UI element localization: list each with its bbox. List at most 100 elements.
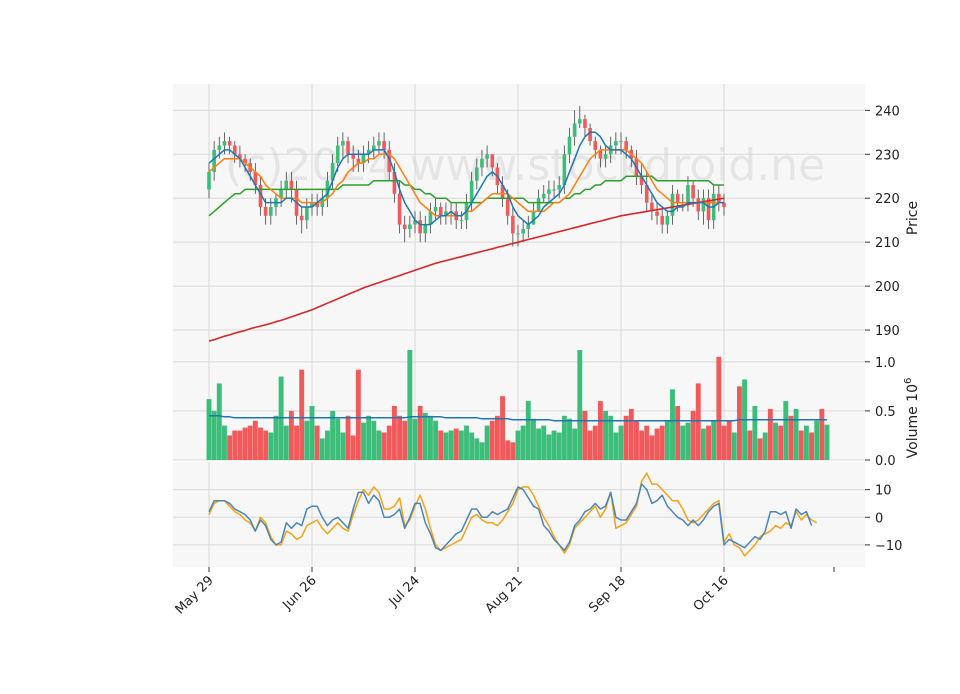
candle-down xyxy=(387,149,392,172)
volume-bar xyxy=(273,415,279,460)
volume-bar xyxy=(484,425,490,460)
volume-bar xyxy=(711,420,717,460)
volume-bar xyxy=(783,401,789,460)
candle-up xyxy=(552,189,556,191)
volume-bar xyxy=(762,432,768,460)
volume-bar xyxy=(520,425,526,460)
candle-down xyxy=(583,119,587,128)
candle-down xyxy=(511,215,515,234)
candle-down xyxy=(490,154,495,168)
volume-bar xyxy=(309,406,315,460)
price-y-tick-label: 240 xyxy=(875,104,900,119)
candle-up xyxy=(444,211,448,216)
candle-down xyxy=(263,207,268,216)
volume-bar xyxy=(824,424,830,460)
candle-down xyxy=(588,127,592,142)
candle-up xyxy=(521,228,525,234)
candle-up xyxy=(536,198,541,212)
candle-down xyxy=(598,149,603,159)
candle-down xyxy=(505,198,510,216)
watermark-text: (c)2024 www.stockdroid.ne xyxy=(225,140,825,191)
ma-slow-line xyxy=(208,175,724,217)
candle-up xyxy=(474,167,479,181)
candle-up xyxy=(469,180,474,203)
volume-y-tick-label: 1.0 xyxy=(875,356,896,371)
volume-bar xyxy=(391,406,397,460)
x-tick-label: Sep 18 xyxy=(586,573,629,616)
price-y-tick-label: 200 xyxy=(875,280,900,295)
volume-bar xyxy=(453,428,459,460)
candle-up xyxy=(268,207,273,216)
volume-bar xyxy=(628,408,634,460)
candle-up xyxy=(547,189,551,194)
candle-up xyxy=(207,171,211,190)
volume-bar xyxy=(500,396,505,460)
candle-up xyxy=(516,233,520,235)
candle-down xyxy=(227,141,232,146)
volume-bar xyxy=(510,442,516,460)
volume-bar xyxy=(268,432,274,460)
volume-bar xyxy=(206,399,212,460)
volume-bar xyxy=(649,435,655,460)
volume-bar xyxy=(814,420,820,460)
volume-bar xyxy=(407,350,413,460)
volume-bar xyxy=(469,432,475,460)
volume-bar xyxy=(716,356,722,460)
oscillator-line xyxy=(208,483,813,552)
volume-bar xyxy=(603,410,608,460)
volume-bar xyxy=(340,432,346,460)
candle-up xyxy=(562,154,567,186)
volume-bar xyxy=(299,369,305,460)
volume-bar xyxy=(721,425,727,460)
chart-marks xyxy=(206,105,830,557)
volume-bar xyxy=(634,420,639,460)
candle-down xyxy=(717,193,721,203)
volume-bar xyxy=(531,418,536,460)
volume-bar xyxy=(587,430,593,460)
volume-bar xyxy=(798,430,804,460)
volume-bar xyxy=(525,401,531,460)
volume-bar xyxy=(505,440,511,460)
x-tick-label: Oct 16 xyxy=(691,573,732,614)
candle-down xyxy=(238,154,242,159)
volume-bar xyxy=(417,406,423,460)
volume-bar xyxy=(263,430,269,460)
volume-bar xyxy=(809,432,814,460)
price-axis-label: Price xyxy=(905,201,921,235)
volume-bar xyxy=(355,369,361,460)
osc-y-tick-label: 0 xyxy=(875,511,883,526)
candle-down xyxy=(691,185,695,199)
candle-up xyxy=(670,193,675,216)
candle-down xyxy=(315,202,319,208)
candle-down xyxy=(650,202,654,212)
volume-bar xyxy=(541,425,547,460)
candle-down xyxy=(243,158,247,164)
volume-bar xyxy=(670,389,675,460)
volume-bar xyxy=(371,420,377,460)
volume-bar xyxy=(479,442,485,460)
volume-bar xyxy=(546,434,552,460)
candle-up xyxy=(686,185,690,203)
candle-down xyxy=(299,215,304,221)
volume-bar xyxy=(695,383,701,460)
candle-up xyxy=(526,224,531,229)
candle-up xyxy=(408,224,412,229)
candle-down xyxy=(644,185,649,203)
candle-up xyxy=(222,141,227,146)
volume-bar xyxy=(623,415,629,460)
volume-bar xyxy=(803,425,809,460)
volume-bar xyxy=(597,401,603,460)
candle-up xyxy=(341,141,345,146)
volume-bar xyxy=(747,430,753,460)
volume-bar xyxy=(819,408,825,460)
candle-up xyxy=(366,149,371,155)
volume-bar xyxy=(737,386,742,460)
volume-bar xyxy=(381,432,387,460)
volume-bar xyxy=(402,420,408,460)
price-panel xyxy=(173,84,865,352)
candle-up xyxy=(603,154,608,159)
volume-bar xyxy=(448,430,454,460)
osc-y-tick-label: 10 xyxy=(875,484,892,499)
volume-bar xyxy=(639,430,645,460)
